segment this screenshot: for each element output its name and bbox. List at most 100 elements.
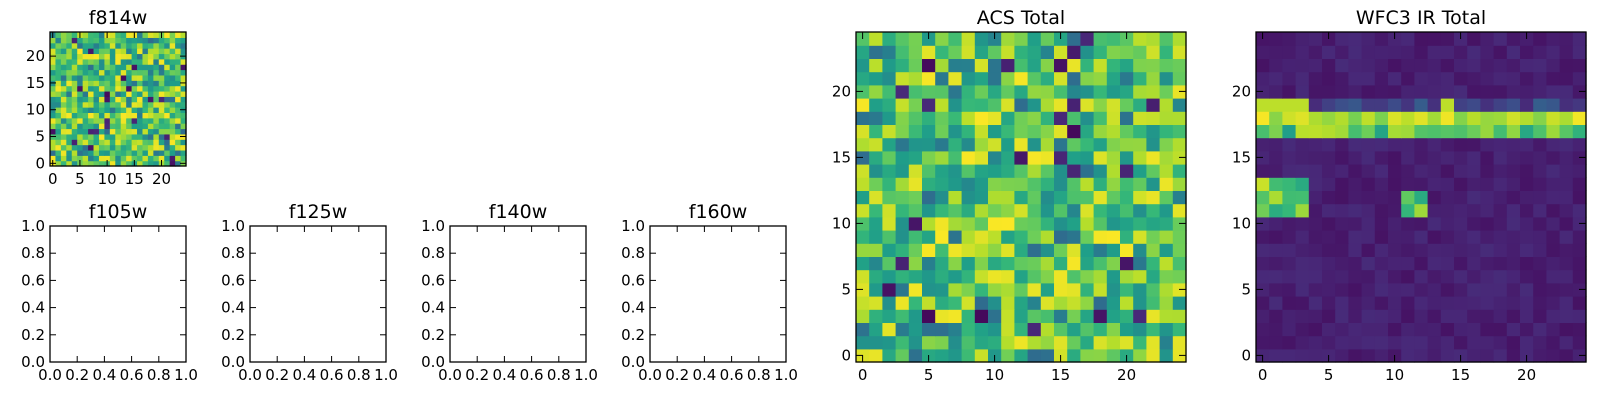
heatmap-cell (856, 309, 870, 323)
heatmap-cell (1440, 203, 1455, 218)
heatmap-cell (1120, 190, 1134, 205)
heatmap-cell (147, 139, 154, 146)
heatmap-cell (948, 309, 963, 323)
heatmap-cell (71, 32, 78, 38)
heatmap-cell (1559, 32, 1574, 46)
heatmap-cell (66, 48, 73, 55)
heatmap-cell (88, 139, 95, 146)
heatmap-cell (82, 139, 89, 146)
heatmap-cell (1348, 243, 1363, 257)
heatmap-cell (175, 85, 182, 92)
heatmap-cell (1146, 216, 1161, 231)
axes-frame (49, 31, 187, 167)
heatmap-cell (1348, 216, 1363, 231)
heatmap-cell (1546, 111, 1561, 125)
heatmap-cell (908, 137, 923, 152)
heatmap-cell (1533, 84, 1547, 99)
y-tick-label: 0.0 (21, 353, 45, 371)
heatmap-cell (50, 90, 57, 97)
heatmap-cell (974, 98, 989, 112)
heatmap-cell (131, 155, 138, 162)
heatmap-cell (1054, 45, 1068, 59)
subplot-title: f814w (89, 7, 148, 29)
heatmap-cell (1001, 190, 1015, 205)
heatmap-cell (1282, 84, 1297, 99)
heatmap-cell (1256, 124, 1270, 139)
heatmap-cell (1308, 58, 1323, 73)
heatmap-cell (1093, 71, 1108, 86)
heatmap-cell (869, 164, 883, 178)
heatmap-cell (115, 58, 122, 65)
heatmap-cell (1335, 203, 1349, 218)
heatmap-cell (142, 112, 149, 119)
heatmap-cell (98, 133, 105, 140)
heatmap-cell (1572, 58, 1587, 73)
heatmap-cell (169, 74, 176, 81)
heatmap-cell (1546, 124, 1561, 139)
heatmap-cell (1256, 190, 1270, 205)
heatmap-cell (1401, 150, 1415, 165)
heatmap-cell (98, 42, 105, 49)
x-tick-label: 0.0 (38, 366, 62, 384)
heatmap-cell (895, 177, 910, 191)
heatmap-cell (115, 128, 122, 135)
heatmap-cell (974, 137, 989, 152)
heatmap-cell (1120, 111, 1134, 125)
heatmap-cell (1533, 296, 1547, 310)
heatmap-cell (1295, 348, 1310, 363)
heatmap-cell (104, 85, 111, 92)
heatmap-cell (908, 190, 923, 205)
heatmap-cell (77, 101, 84, 108)
heatmap-cell (180, 32, 187, 38)
heatmap-cell (158, 85, 165, 92)
heatmap-cell (1133, 71, 1147, 86)
x-tick-label: 0.6 (120, 366, 144, 384)
heatmap-cell (1401, 230, 1415, 244)
heatmap-cell (71, 123, 78, 130)
heatmap-cell (175, 149, 182, 156)
heatmap-cell (104, 58, 111, 65)
heatmap-cell (164, 32, 171, 38)
heatmap-cell (1308, 309, 1323, 323)
heatmap-cell (1401, 32, 1415, 46)
heatmap-cell (1027, 150, 1042, 165)
heatmap-cell (988, 177, 1002, 191)
heatmap-cell (55, 42, 62, 49)
heatmap-cell (882, 322, 897, 337)
heatmap-cell (66, 155, 73, 162)
heatmap-cell (1067, 164, 1081, 178)
heatmap-cell (1335, 111, 1349, 125)
heatmap-cell (1480, 177, 1495, 191)
heatmap-cell (71, 117, 78, 124)
heatmap-cell (1520, 164, 1534, 178)
heatmap-cell (77, 107, 84, 113)
heatmap-cell (1054, 216, 1068, 231)
y-tick-label: 20 (26, 47, 45, 65)
heatmap-cell (50, 144, 57, 151)
heatmap-cell (1080, 177, 1095, 191)
heatmap-cell (1572, 111, 1587, 125)
heatmap-cell (1440, 164, 1455, 178)
heatmap-cell (1120, 164, 1134, 178)
heatmap-cell (908, 309, 923, 323)
heatmap-cell (71, 101, 78, 108)
heatmap-cell (1467, 335, 1481, 350)
heatmap-cell (71, 128, 78, 135)
heatmap-cell (1172, 203, 1187, 218)
heatmap-cell (974, 124, 989, 139)
heatmap-cell (961, 177, 976, 191)
heatmap-cell (180, 64, 187, 71)
heatmap-cell (895, 203, 910, 218)
heatmap-cell (1172, 71, 1187, 86)
heatmap-cell (1120, 322, 1134, 337)
heatmap-cell (948, 71, 963, 86)
heatmap-cell (147, 48, 154, 55)
heatmap-cell (1427, 58, 1442, 73)
heatmap-cell (1388, 58, 1402, 73)
heatmap-cell (856, 98, 870, 112)
y-tick-label: 15 (26, 74, 45, 92)
heatmap-cell (1106, 243, 1121, 257)
heatmap-cell (1040, 111, 1055, 125)
heatmap-cell (131, 144, 138, 151)
